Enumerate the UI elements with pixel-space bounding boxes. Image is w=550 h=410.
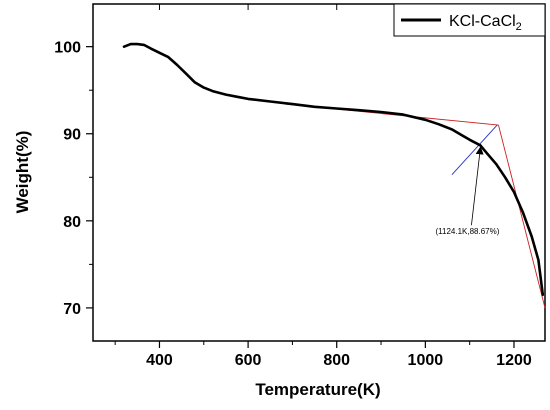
tick-labels: 400 600 800 1000 1200 70 80 90 100 xyxy=(54,40,532,369)
annotation-arrow xyxy=(471,146,484,226)
legend-label: KCl-CaCl2 xyxy=(449,13,522,33)
y-axis-title: Weight(%) xyxy=(13,131,32,214)
legend-series-subscript: 2 xyxy=(516,21,522,33)
tangent-line xyxy=(451,124,498,175)
plot-frame xyxy=(92,3,546,342)
x-tick-label: 400 xyxy=(146,352,173,369)
legend: KCl-CaCl2 xyxy=(393,3,546,37)
x-tick-label: 800 xyxy=(323,352,350,369)
x-tick-label: 600 xyxy=(235,352,262,369)
tangent-line xyxy=(498,124,546,309)
y-tick-label: 70 xyxy=(63,301,81,318)
y-tick-label: 80 xyxy=(63,214,81,231)
annotation-label: (1124.1K,88.67%) xyxy=(435,227,499,236)
series-group xyxy=(122,42,545,297)
series-line xyxy=(122,42,545,297)
y-tick-label: 100 xyxy=(54,40,81,57)
x-axis-title: Temperature(K) xyxy=(255,380,380,399)
axis-ticks xyxy=(86,4,515,348)
x-tick-label: 1000 xyxy=(408,352,444,369)
x-tick-label: 1200 xyxy=(496,352,532,369)
legend-series-name: KCl-CaCl xyxy=(449,13,516,30)
tangent-lines xyxy=(285,103,546,309)
y-tick-label: 90 xyxy=(63,127,81,144)
